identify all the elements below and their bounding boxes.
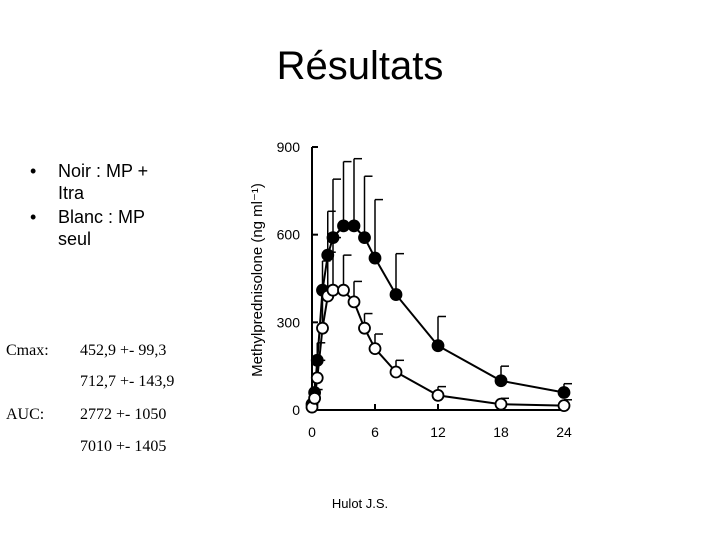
x-tick-label: 6 bbox=[371, 424, 379, 440]
cmax-value-itra: 452,9 +- 99,3 bbox=[80, 342, 167, 359]
data-point-itra bbox=[389, 288, 403, 301]
cmax-value-seul: 712,7 +- 143,9 bbox=[80, 373, 175, 390]
legend-bullets: • Noir : MP + Itra • Blanc : MP seul bbox=[30, 160, 158, 252]
x-tick-label: 12 bbox=[430, 424, 446, 440]
data-point-itra bbox=[358, 231, 371, 244]
data-point-itra bbox=[347, 219, 361, 233]
cmax-label: Cmax: bbox=[6, 342, 49, 359]
bullet-blanc: • Blanc : MP seul bbox=[30, 206, 158, 250]
auc-value-itra: 2772 +- 1050 bbox=[80, 406, 167, 423]
slide-title: Résultats bbox=[276, 44, 444, 88]
data-point-seul bbox=[358, 321, 371, 335]
bullet-noir-text: Noir : MP + Itra bbox=[58, 161, 149, 203]
data-point-itra bbox=[368, 251, 382, 265]
footer-credit: Hulot J.S. bbox=[331, 496, 389, 511]
data-point-seul bbox=[316, 321, 329, 335]
data-point-seul bbox=[431, 388, 445, 402]
data-point-seul bbox=[557, 399, 571, 413]
bullet-blanc-text: Blanc : MP seul bbox=[58, 207, 145, 249]
data-point-itra bbox=[431, 339, 445, 353]
data-point-seul bbox=[494, 397, 508, 411]
chart-axes bbox=[311, 146, 565, 411]
x-tick-label: 0 bbox=[308, 424, 316, 440]
data-point-itra bbox=[326, 231, 340, 244]
data-point-seul bbox=[310, 371, 324, 385]
error-bars bbox=[311, 157, 572, 408]
data-point-seul bbox=[368, 342, 382, 356]
x-tick-label: 24 bbox=[556, 424, 572, 440]
bullet-noir: • Noir : MP + Itra bbox=[30, 160, 158, 204]
y-tick-label: 0 bbox=[292, 402, 300, 418]
data-point-seul bbox=[337, 283, 350, 297]
auc-value-seul: 7010 +- 1405 bbox=[80, 438, 167, 455]
data-point-itra bbox=[337, 219, 350, 233]
series-points bbox=[305, 219, 571, 414]
y-tick-label: 300 bbox=[277, 314, 301, 330]
auc-label: AUC: bbox=[6, 406, 45, 423]
y-tick-label: 900 bbox=[277, 139, 301, 155]
data-point-seul bbox=[389, 365, 403, 379]
data-point-seul bbox=[326, 283, 340, 297]
bullet-marker: • bbox=[30, 161, 37, 181]
data-point-itra bbox=[494, 374, 508, 388]
y-axis-label: Methylprednisolone (ng ml⁻¹) bbox=[249, 183, 266, 377]
data-point-seul bbox=[347, 295, 361, 309]
series-line-itra bbox=[311, 224, 565, 405]
x-tick-label: 18 bbox=[493, 424, 509, 440]
data-point-itra bbox=[310, 353, 324, 367]
tick-labels: 0 300 600 900 0 6 12 18 24 bbox=[277, 139, 572, 440]
data-point-itra bbox=[321, 248, 335, 262]
data-point-itra bbox=[557, 386, 571, 399]
bullet-marker: • bbox=[30, 207, 37, 227]
y-tick-label: 600 bbox=[277, 227, 301, 243]
data-point-seul bbox=[308, 391, 322, 405]
series-line-seul bbox=[311, 289, 565, 408]
